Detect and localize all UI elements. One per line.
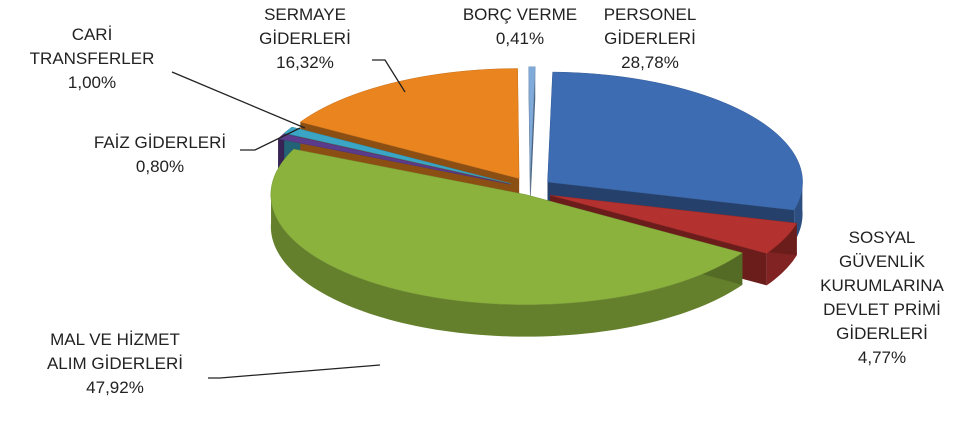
value-label: 28,78%: [621, 53, 679, 72]
labels: PERSONEL GİDERLERİ 28,78% SOSYAL GÜVENLİK KUR…: [30, 5, 945, 397]
category-label: CARİ TRANSFERLER: [30, 25, 155, 68]
category-label: MAL VE HİZMET ALIM GİDERLERİ: [47, 330, 183, 373]
slice: [550, 194, 798, 254]
leader-line: [171, 71, 306, 129]
category-label: FAİZ GİDERLERİ: [94, 133, 226, 152]
value-label: 47,92%: [86, 378, 144, 397]
slice: [277, 133, 511, 185]
category-label: PERSONEL GİDERLERİ: [604, 5, 697, 48]
category-label: SOSYAL GÜVENLİK KURUMLARINA DEVLET PRİMİ GİD…: [820, 228, 944, 343]
slice: [283, 126, 511, 184]
value-label: 0,41%: [496, 29, 544, 48]
leader-line: [372, 59, 406, 93]
slice: [547, 71, 803, 211]
value-label: 16,32%: [276, 53, 334, 72]
slice: [299, 68, 520, 179]
value-label: 4,77%: [858, 348, 906, 367]
category-label: BORÇ VERME: [463, 5, 577, 24]
slice-cut: [530, 66, 536, 209]
leader-line: [208, 364, 381, 379]
category-label: SERMAYE GİDERLERİ: [259, 5, 351, 48]
value-label: 1,00%: [68, 73, 116, 92]
value-label: 0,80%: [136, 157, 184, 176]
slice: [270, 148, 743, 305]
slice-tops: [270, 66, 803, 305]
slice-side: [270, 190, 743, 337]
slice: [528, 66, 536, 177]
leader-line: [240, 127, 301, 151]
